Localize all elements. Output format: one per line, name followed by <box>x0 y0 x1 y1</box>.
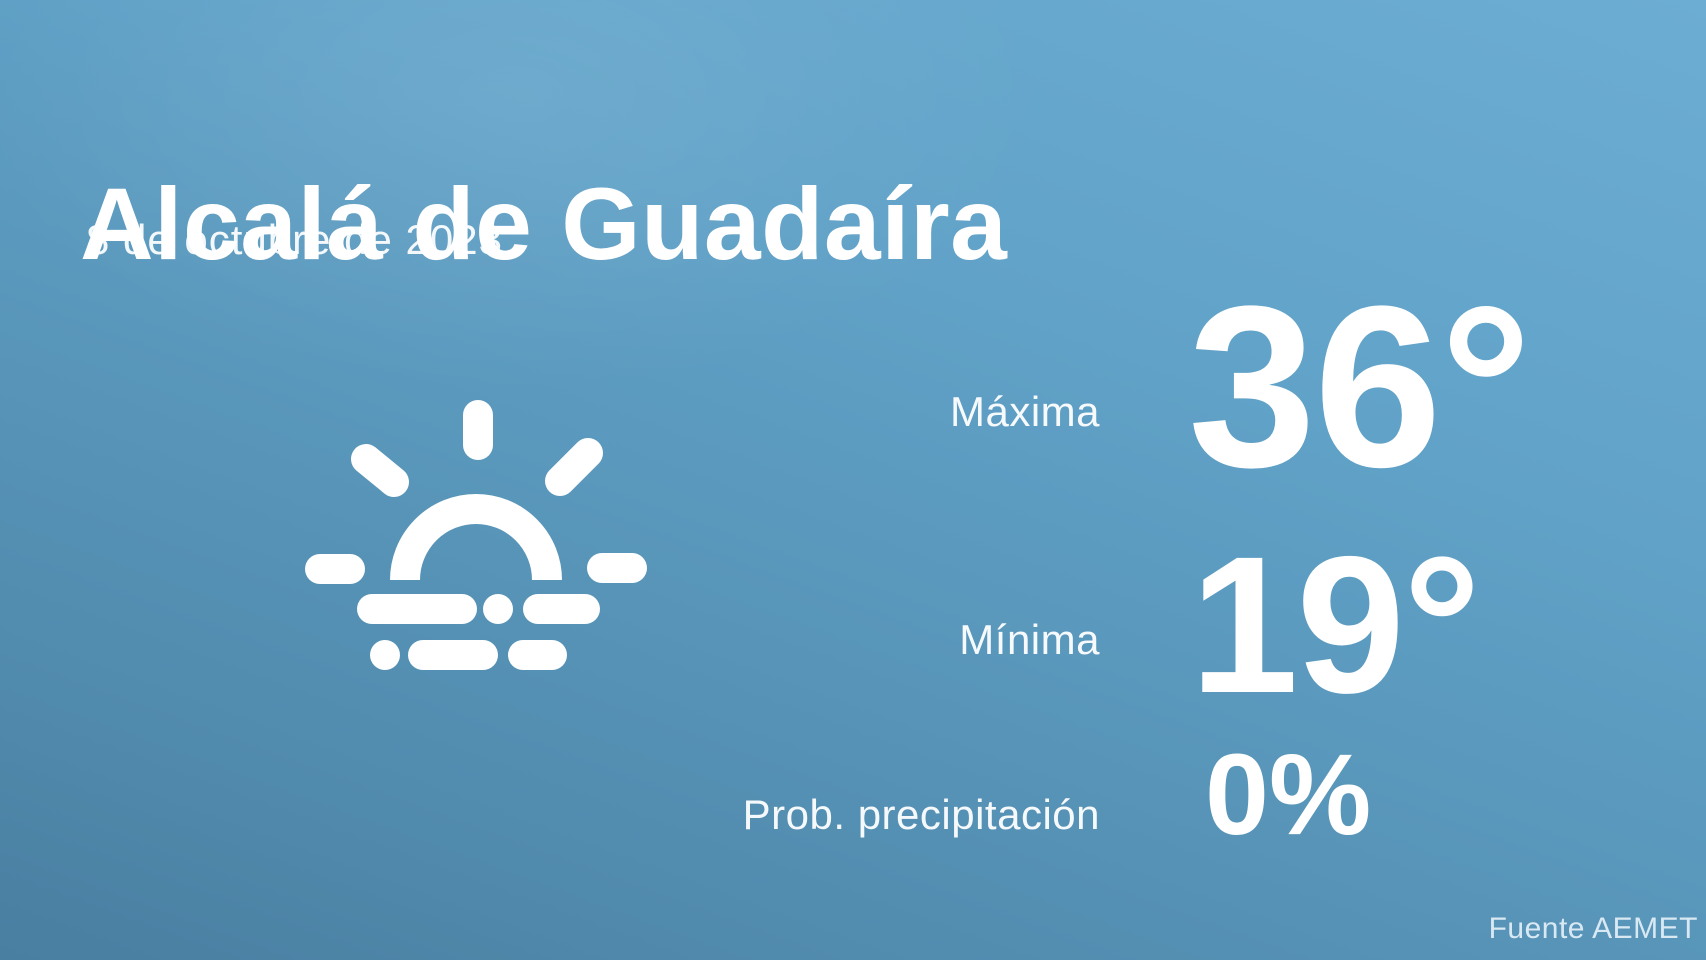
source-attribution: Fuente AEMET <box>1488 912 1698 945</box>
precip-prob-label: Prob. precipitación <box>742 791 1100 838</box>
min-temp-label: Mínima <box>959 616 1100 663</box>
page-title: Alcalá de Guadaíra <box>80 167 1008 282</box>
max-temp-value: 36° <box>1188 258 1532 515</box>
date-subtitle: 8 de octubre de 2023 <box>86 216 503 263</box>
precip-prob-value: 0% <box>1205 731 1372 859</box>
max-temp-label: Máxima <box>949 388 1100 435</box>
sun-haze-icon <box>305 400 647 670</box>
min-temp-value: 19° <box>1190 516 1481 734</box>
